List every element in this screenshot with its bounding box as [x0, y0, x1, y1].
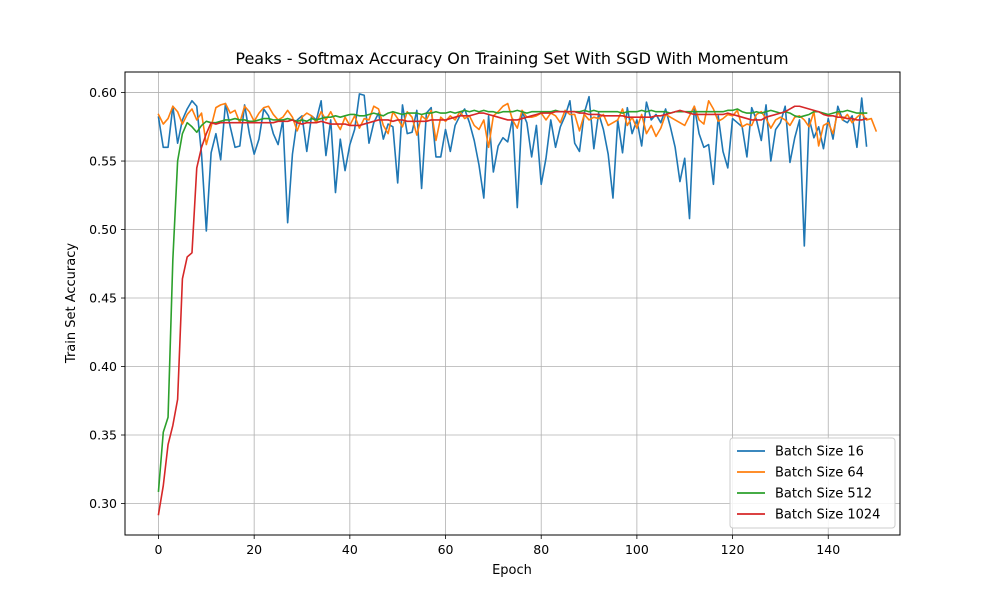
chart-title: Peaks - Softmax Accuracy On Training Set…: [235, 49, 788, 68]
y-axis-ticks: 0.30 0.35 0.40 0.45 0.50 0.55 0.60: [89, 85, 125, 511]
series-line-batch-size-1024: [157, 105, 868, 516]
x-axis-ticks: 0 20 40 60 80 100 120 140: [155, 535, 840, 557]
legend-label-batch-size-512: Batch Size 512: [775, 487, 872, 502]
x-tick-label: 100: [625, 542, 649, 557]
legend-box: [729, 437, 896, 529]
series-line-batch-size-512: [157, 108, 868, 493]
plot-frame: [124, 71, 901, 536]
legend-label-batch-size-1024: Batch Size 1024: [775, 508, 880, 523]
x-tick-label: 40: [342, 542, 358, 557]
x-tick-label: 140: [816, 542, 840, 557]
y-tick-label: 0.35: [89, 428, 117, 443]
legend-label-batch-size-16: Batch Size 16: [775, 445, 864, 460]
y-tick-label: 0.30: [89, 496, 117, 511]
y-tick-label: 0.55: [89, 154, 117, 169]
y-axis-title: Train Set Accuracy: [64, 243, 79, 364]
legend-label-batch-size-64: Batch Size 64: [775, 466, 864, 481]
y-tick-label: 0.45: [89, 291, 117, 306]
grid-lines: [125, 72, 900, 535]
x-tick-label: 0: [155, 542, 163, 557]
x-axis-title: Epoch: [492, 563, 532, 578]
x-tick-label: 60: [438, 542, 454, 557]
legend: Batch Size 16 Batch Size 64 Batch Size 512…: [729, 437, 896, 529]
y-tick-label: 0.40: [89, 359, 117, 374]
series-lines: [157, 93, 878, 516]
x-tick-label: 20: [246, 542, 262, 557]
x-tick-label: 120: [721, 542, 745, 557]
y-tick-label: 0.50: [89, 222, 117, 237]
x-tick-label: 80: [533, 542, 549, 557]
y-tick-label: 0.60: [89, 85, 117, 100]
